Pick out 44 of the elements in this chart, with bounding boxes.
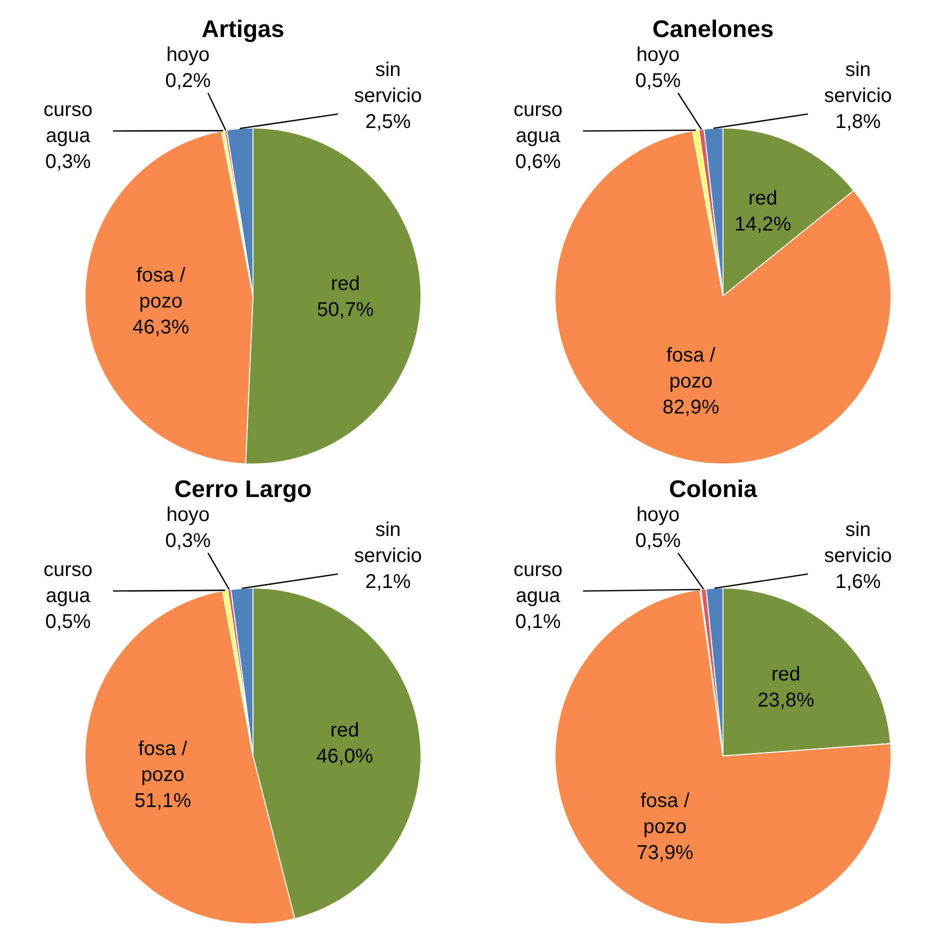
slice-label: sin servicio <box>824 59 892 108</box>
slice-label: fosa / pozo <box>666 344 716 393</box>
slice-label: hoyo <box>636 44 680 66</box>
data-label: 46,0% <box>316 746 374 768</box>
slice-label: curso agua <box>514 99 562 148</box>
slice-label: red <box>771 664 800 686</box>
slice-label: red <box>330 273 360 296</box>
data-label: 50,7% <box>317 299 374 322</box>
data-label: 0,5% <box>45 611 92 634</box>
slice-label: curso agua <box>44 99 92 148</box>
slice-label: fosa / pozo <box>138 738 188 786</box>
chart-title: Artigas <box>200 16 286 44</box>
data-label: 0,3% <box>45 151 92 174</box>
data-label: 1,8% <box>835 111 882 134</box>
slice-label: sin servicio <box>824 519 892 568</box>
data-label: 2,5% <box>365 111 412 134</box>
slice-label: hoyo <box>166 504 210 526</box>
slice-label: curso agua <box>514 559 562 608</box>
slice-label: red <box>330 720 360 742</box>
slice-label: hoyo <box>636 504 680 526</box>
data-label: 0,6% <box>515 151 562 174</box>
data-label: 82,9% <box>662 396 720 419</box>
data-label: 1,6% <box>835 571 882 594</box>
data-label: 2,1% <box>365 571 412 594</box>
slice-label: fosa / pozo <box>640 790 690 838</box>
data-label: 73,9% <box>636 842 694 864</box>
data-label: 0,3% <box>165 530 212 552</box>
slice-label: sin servicio <box>354 519 422 568</box>
data-label: 0,1% <box>515 611 562 634</box>
slice-label: sin servicio <box>354 59 422 108</box>
slice-label: fosa / pozo <box>136 264 186 313</box>
slice-label: curso agua <box>44 559 92 608</box>
data-label: 0,2% <box>165 70 212 92</box>
data-label: 0,5% <box>635 530 682 552</box>
data-label: 51,1% <box>134 790 192 812</box>
slice-label: hoyo <box>166 44 210 66</box>
chart-title: Colonia <box>668 476 758 504</box>
slice-label: red <box>748 188 778 210</box>
chart-title: Canelones <box>651 16 775 44</box>
data-label: 14,2% <box>734 214 792 236</box>
data-label: 46,3% <box>132 316 190 339</box>
data-label: 0,5% <box>635 70 682 92</box>
data-label: 23,8% <box>758 690 814 712</box>
chart-title: Cerro Largo <box>173 476 313 504</box>
